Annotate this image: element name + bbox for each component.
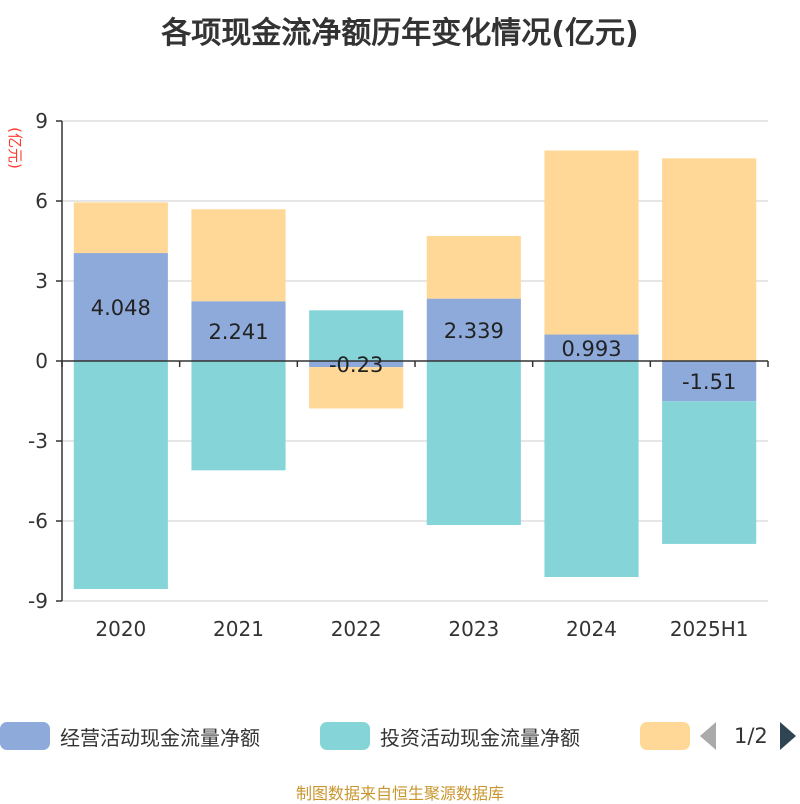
bar-operating-2022 [309, 361, 404, 368]
y-tick-label: 6 [35, 189, 48, 213]
data-label-operating: -0.23 [329, 353, 383, 377]
data-source-note: 制图数据来自恒生聚源数据库 [295, 784, 504, 803]
y-tick-label: -3 [28, 429, 48, 453]
x-tick-label: 2025H1 [670, 617, 749, 641]
x-tick-label: 2022 [331, 617, 382, 641]
bar-investing-2020 [73, 361, 168, 589]
bar-operating-2021 [191, 301, 286, 361]
x-tick-label: 2021 [213, 617, 264, 641]
data-label-operating: 2.339 [444, 319, 504, 343]
bar-operating-2023 [426, 298, 521, 361]
bar-investing-2023 [426, 361, 521, 525]
y-tick-label: 9 [35, 109, 48, 133]
bar-financing-2021 [191, 209, 286, 302]
x-tick-label: 2024 [566, 617, 617, 641]
bar-investing-2025H1 [662, 401, 757, 544]
bar-financing-2020 [73, 202, 168, 254]
bar-financing-2025H1 [662, 158, 757, 361]
data-label-operating: 2.241 [208, 320, 268, 344]
legend-pager: 1/2 [700, 718, 796, 754]
legend-label-investing: 投资活动现金流量净额 [380, 725, 580, 750]
legend-page-indicator: 1/2 [734, 724, 768, 748]
bar-financing-2023 [426, 235, 521, 299]
legend-label-operating: 经营活动现金流量净额 [60, 725, 260, 750]
y-tick-label: -6 [28, 509, 48, 533]
legend-item-operating[interactable]: 经营活动现金流量净额 [0, 718, 260, 754]
legend-item-investing[interactable]: 投资活动现金流量净额 [320, 718, 580, 754]
y-tick-label: 3 [35, 269, 48, 293]
y-tick-label: -9 [28, 589, 48, 613]
chart-legend: 经营活动现金流量净额 投资活动现金流量净额 1/2 [0, 718, 800, 754]
legend-item-financing[interactable] [640, 718, 700, 754]
bar-operating-2020 [73, 253, 168, 361]
data-label-operating: 4.048 [91, 296, 151, 320]
legend-swatch-operating [0, 722, 50, 750]
x-tick-label: 2023 [448, 617, 499, 641]
x-tick-label: 2020 [95, 617, 146, 641]
bar-operating-2024 [544, 334, 639, 361]
y-tick-label: 0 [35, 349, 48, 373]
bar-investing-2022 [309, 310, 404, 361]
data-label-operating: -1.51 [682, 370, 736, 394]
y-axis-unit-label: (亿元) [6, 127, 24, 169]
bar-investing-2021 [191, 361, 286, 471]
bar-investing-2024 [544, 361, 639, 577]
chart-title: 各项现金流净额历年变化情况(亿元) [161, 16, 639, 51]
data-label-operating: 0.993 [561, 337, 621, 361]
legend-swatch-investing [320, 722, 370, 750]
legend-next-page-icon[interactable] [779, 722, 796, 750]
legend-swatch-financing [640, 722, 690, 750]
bar-operating-2025H1 [662, 361, 757, 402]
bar-financing-2024 [544, 150, 639, 335]
bar-financing-2022 [309, 367, 404, 409]
legend-prev-page-icon[interactable] [700, 722, 716, 750]
